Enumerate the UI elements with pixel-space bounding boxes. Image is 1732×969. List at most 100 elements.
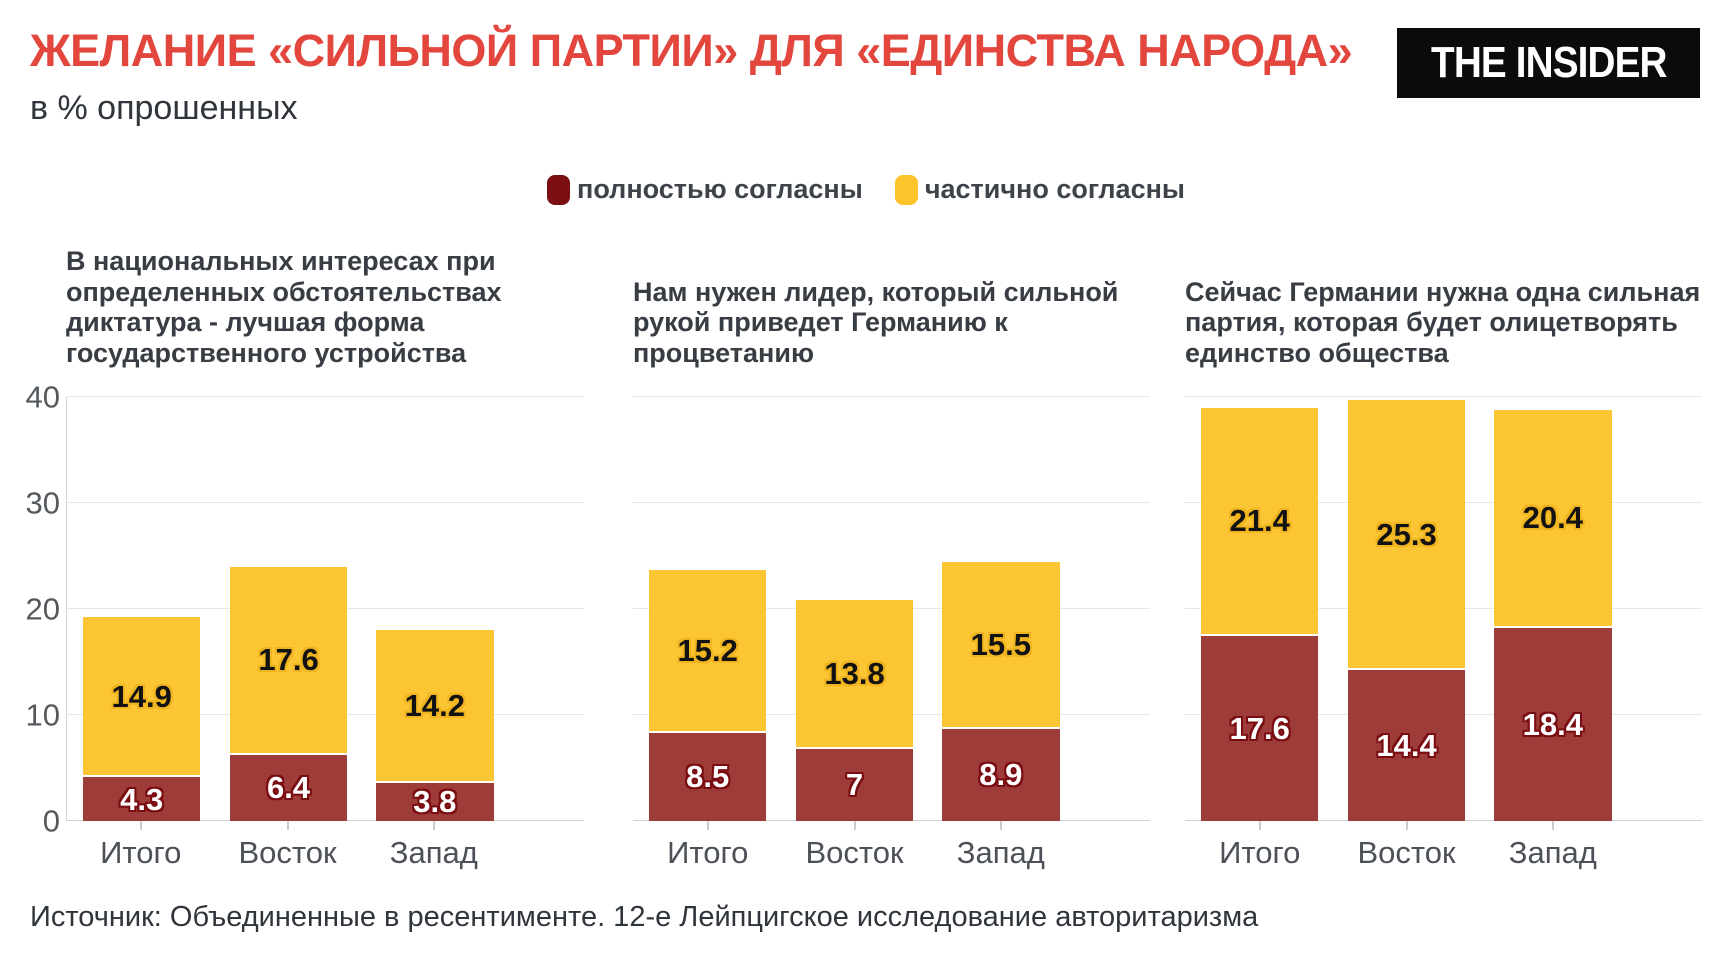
gridline [633, 501, 1150, 503]
plot-wrap: 0 10 20 30 40 14.9 4.3 17.6 6.4 14.2 3.8 [26, 381, 584, 836]
legend-label-partially-agree: частично согласны [924, 174, 1185, 205]
legend-item-fully-agree: полностью согласны [547, 174, 863, 205]
bar-segment-fully-agree: 8.9 [942, 726, 1060, 821]
category-label: Восток [238, 834, 337, 870]
bar-value-label: 14.4 [1376, 728, 1437, 764]
bar-segment-fully-agree: 4.3 [83, 775, 201, 821]
y-axis-tick-label: 20 [25, 591, 60, 627]
gridline [633, 395, 1150, 397]
legend: полностью согласны частично согласны [30, 167, 1702, 213]
bar-stack-Восток: 13.8 7 [795, 600, 914, 821]
bar-stack-Итого: 14.9 4.3 [83, 617, 201, 821]
bar-value-label: 15.2 [677, 632, 738, 668]
bar-value-label: 25.3 [1376, 516, 1437, 552]
bar-segment-fully-agree: 14.4 [1347, 668, 1466, 821]
bar-segment-partially-agree: 15.5 [942, 562, 1060, 727]
x-tick-mark [706, 820, 709, 830]
bar-segment-fully-agree: 8.5 [649, 730, 767, 821]
y-axis: 0 10 20 30 40 [25, 381, 60, 836]
bar-value-label: 21.4 [1229, 503, 1290, 539]
bar-value-label: 20.4 [1522, 500, 1583, 536]
x-tick-mark [1551, 820, 1554, 830]
bar-stack-Итого: 15.2 8.5 [649, 569, 767, 821]
x-tick-mark [1405, 820, 1408, 830]
plot-wrap: 15.2 8.5 13.8 7 15.5 8.9 [633, 395, 1150, 821]
x-tick-mark [139, 820, 142, 830]
bar-stack-Запад: 14.2 3.8 [376, 630, 494, 821]
category-label: Итого [1219, 834, 1301, 870]
bar-value-label: 3.8 [413, 784, 457, 820]
x-tick-mark [853, 820, 856, 830]
y-axis-tick-label: 0 [42, 803, 60, 839]
category-label: Восток [1357, 834, 1456, 870]
subtitle: в % опрошенных [30, 88, 298, 127]
bar-stack-Восток: 17.6 6.4 [229, 566, 348, 821]
gridline [1185, 395, 1702, 397]
category-label: Итого [100, 834, 182, 870]
bar-stack-Запад: 20.4 18.4 [1494, 409, 1612, 821]
bar-value-label: 13.8 [824, 656, 885, 692]
the-insider-logo: THE INSIDER [1397, 28, 1700, 98]
bar-segment-fully-agree: 17.6 [1201, 634, 1319, 821]
y-axis-tick-label: 10 [25, 697, 60, 733]
category-label: Запад [1508, 834, 1597, 870]
bar-segment-partially-agree: 13.8 [795, 600, 914, 747]
bar-value-label: 8.5 [686, 759, 730, 795]
category-label: Восток [805, 834, 904, 870]
bar-value-label: 15.5 [970, 626, 1031, 662]
x-axis: Итого Восток Запад [633, 820, 1150, 879]
category-label: Запад [956, 834, 1045, 870]
y-axis-tick-label: 40 [25, 379, 60, 415]
category-label: Итого [667, 834, 749, 870]
bar-segment-partially-agree: 14.2 [376, 630, 494, 781]
logo-text: THE INSIDER [1430, 38, 1667, 87]
x-tick-mark [1258, 820, 1261, 830]
bar-segment-fully-agree: 6.4 [229, 753, 348, 821]
bar-stack-Запад: 15.5 8.9 [942, 562, 1060, 821]
bar-segment-fully-agree: 18.4 [1494, 625, 1612, 821]
bar-value-label: 18.4 [1522, 706, 1583, 742]
bar-value-label: 17.6 [1229, 711, 1290, 747]
x-tick-mark [286, 820, 289, 830]
page-title: ЖЕЛАНИЕ «СИЛЬНОЙ ПАРТИИ» ДЛЯ «ЕДИНСТВА Н… [30, 25, 1353, 76]
charts-row: В национальных интересах при определенны… [26, 245, 1702, 879]
x-axis: Итого Восток Запад [66, 820, 583, 879]
bar-segment-partially-agree: 21.4 [1201, 407, 1319, 635]
plot-area: 21.4 17.6 25.3 14.4 20.4 18.4 [1185, 395, 1702, 821]
plot-area: 15.2 8.5 13.8 7 15.5 8.9 [633, 395, 1150, 821]
bar-segment-partially-agree: 17.6 [229, 566, 348, 754]
x-tick-mark [999, 820, 1002, 830]
footer: Источник: Объединенные в ресентименте. 1… [30, 901, 1702, 934]
bar-value-label: 7 [845, 767, 864, 803]
chart-title: В национальных интересах при определенны… [66, 245, 502, 369]
gridline [67, 395, 584, 397]
y-axis-tick-label: 30 [25, 485, 60, 521]
category-label: Запад [389, 834, 478, 870]
bar-segment-partially-agree: 14.9 [83, 617, 201, 776]
bar-segment-partially-agree: 15.2 [649, 569, 767, 731]
source-note: Источник: Объединенные в ресентименте. 1… [30, 900, 1259, 933]
chart-title: Нам нужен лидер, который сильной рукой п… [633, 276, 1119, 369]
chart-panel-strong-leader: Нам нужен лидер, который сильной рукой п… [633, 247, 1150, 879]
header: ЖЕЛАНИЕ «СИЛЬНОЙ ПАРТИИ» ДЛЯ «ЕДИНСТВА Н… [30, 26, 1702, 127]
bar-value-label: 14.2 [404, 687, 465, 723]
bar-segment-fully-agree: 7 [795, 746, 914, 821]
bar-stack-Восток: 25.3 14.4 [1347, 400, 1466, 821]
bar-segment-fully-agree: 3.8 [376, 780, 494, 821]
x-tick-mark [432, 820, 435, 830]
bar-stack-Итого: 21.4 17.6 [1201, 407, 1319, 821]
bar-segment-partially-agree: 25.3 [1347, 400, 1466, 669]
plot-wrap: 21.4 17.6 25.3 14.4 20.4 18.4 [1185, 395, 1702, 821]
bar-value-label: 17.6 [258, 642, 319, 678]
bar-value-label: 14.9 [111, 678, 172, 714]
chart-panel-dictatorship: В национальных интересах при определенны… [26, 245, 584, 879]
legend-item-partially-agree: частично согласны [894, 174, 1185, 205]
gridline [67, 501, 584, 503]
plot-area: 14.9 4.3 17.6 6.4 14.2 3.8 [66, 395, 584, 821]
bar-value-label: 8.9 [979, 757, 1023, 793]
legend-label-fully-agree: полностью согласны [577, 174, 863, 205]
bar-value-label: 6.4 [266, 770, 311, 806]
bar-value-label: 4.3 [120, 781, 164, 817]
x-axis: Итого Восток Запад [1185, 820, 1702, 879]
